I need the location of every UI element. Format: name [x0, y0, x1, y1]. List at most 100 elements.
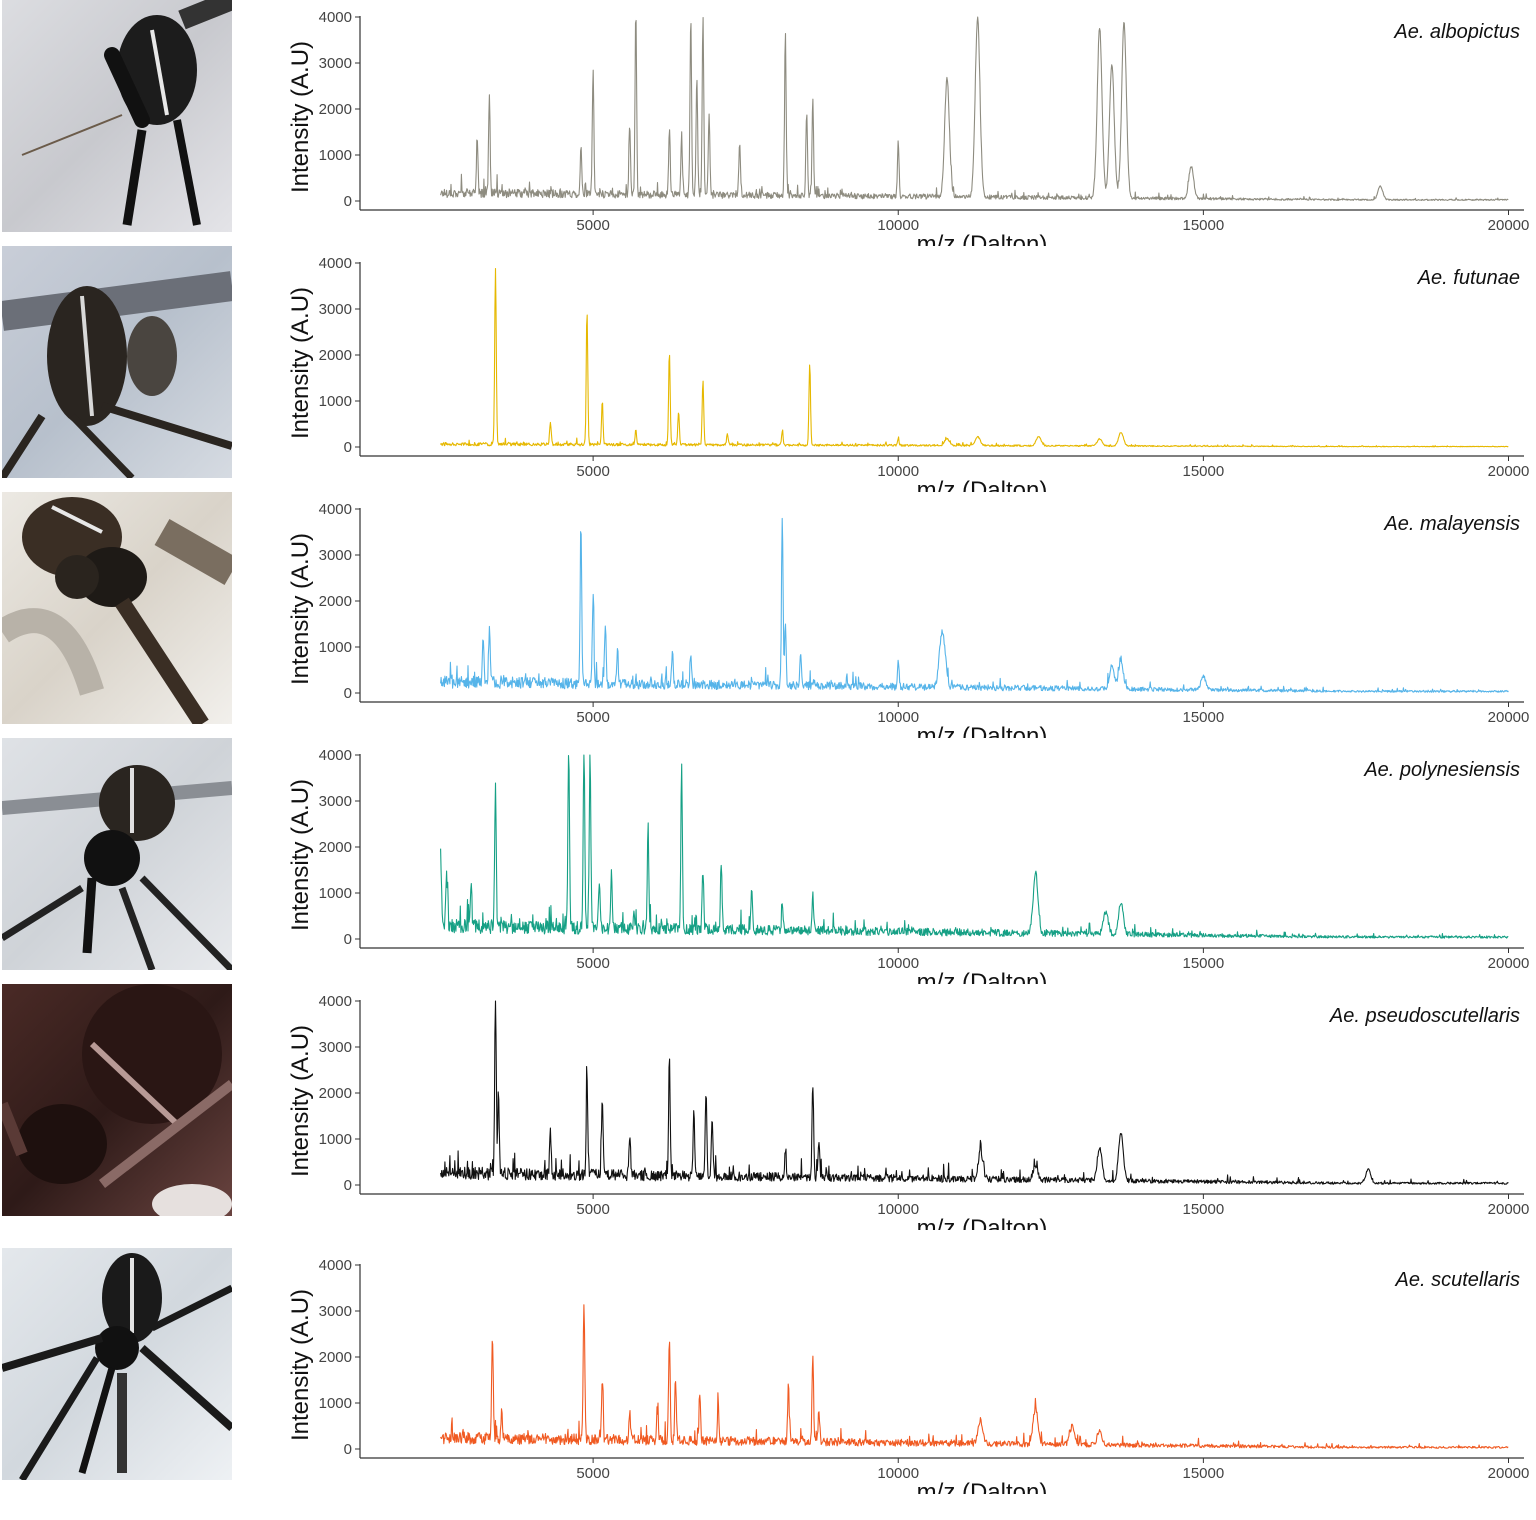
species-label: Ae. scutellaris [1395, 1269, 1521, 1291]
y-tick-label: 1000 [319, 1395, 352, 1412]
x-tick-label: 20000 [1488, 955, 1530, 972]
x-axis-label: m/z (Dalton) [917, 477, 1048, 492]
x-tick-label: 5000 [576, 217, 609, 234]
y-tick-label: 0 [344, 193, 352, 210]
x-axis-label: m/z (Dalton) [917, 1479, 1048, 1494]
y-tick-label: 0 [344, 439, 352, 456]
mosquito-illustration [2, 271, 232, 478]
mosquito-illustration [2, 984, 232, 1216]
y-tick-label: 4000 [319, 1257, 352, 1274]
y-tick-label: 1000 [319, 639, 352, 656]
mosquito-illustration [2, 765, 232, 970]
spectrum-chart: 0 1000 2000 3000 4000 5000 10000 15000 20000 m/z … [287, 255, 1530, 492]
x-tick-label: 10000 [877, 955, 919, 972]
y-tick-label: 1000 [319, 1131, 352, 1148]
x-axis-label: m/z (Dalton) [917, 723, 1048, 738]
spectrum-line [440, 517, 1509, 693]
y-tick-label: 4000 [319, 747, 352, 764]
y-tick-label: 2000 [319, 839, 352, 856]
x-tick-label: 5000 [576, 1465, 609, 1482]
x-axis-label: m/z (Dalton) [917, 969, 1048, 984]
x-tick-label: 15000 [1183, 709, 1225, 726]
spectrum-chart: 0 1000 2000 3000 4000 5000 10000 15000 20000 m/z … [287, 1257, 1530, 1494]
x-tick-label: 15000 [1183, 955, 1225, 972]
x-tick-label: 5000 [576, 1201, 609, 1218]
x-tick-label: 20000 [1488, 709, 1530, 726]
mosquito-illustration [2, 1253, 232, 1480]
y-axis-label: Intensity (A.U) [287, 779, 314, 931]
y-tick-label: 0 [344, 931, 352, 948]
x-tick-label: 10000 [877, 463, 919, 480]
y-axis-label: Intensity (A.U) [287, 533, 314, 685]
y-tick-label: 2000 [319, 593, 352, 610]
mosquito-illustration [21, 0, 232, 226]
y-tick-label: 3000 [319, 547, 352, 564]
spectrum-row: 0 1000 2000 3000 4000 5000 10000 15000 20000 m/z … [0, 492, 1536, 738]
species-label: Ae. malayensis [1383, 513, 1520, 535]
spectrum-chart: 0 1000 2000 3000 4000 5000 10000 15000 20000 m/z … [287, 501, 1530, 738]
x-tick-label: 10000 [877, 1201, 919, 1218]
spectrum-chart: 0 1000 2000 3000 4000 5000 10000 15000 20000 m/z … [287, 747, 1530, 984]
x-tick-label: 15000 [1183, 463, 1225, 480]
spectrum-chart: 0 1000 2000 3000 4000 5000 10000 15000 20000 m/z … [287, 993, 1530, 1230]
x-tick-label: 10000 [877, 709, 919, 726]
spectrum-row: 0 1000 2000 3000 4000 5000 10000 15000 20000 m/z … [0, 984, 1536, 1230]
x-axis-label: m/z (Dalton) [917, 1215, 1048, 1230]
x-tick-label: 20000 [1488, 1201, 1530, 1218]
y-axis-label: Intensity (A.U) [287, 287, 314, 439]
species-label: Ae. polynesiensis [1363, 759, 1520, 781]
y-tick-label: 0 [344, 685, 352, 702]
y-tick-label: 4000 [319, 501, 352, 518]
x-tick-label: 15000 [1183, 217, 1225, 234]
mosquito-photo [2, 738, 232, 970]
x-tick-label: 5000 [576, 463, 609, 480]
x-tick-label: 20000 [1488, 217, 1530, 234]
spectrum-line [440, 1000, 1509, 1185]
y-tick-label: 4000 [319, 9, 352, 26]
y-axis-label: Intensity (A.U) [287, 1289, 314, 1441]
mosquito-photo [2, 1248, 232, 1480]
mosquito-illustration [2, 497, 232, 724]
mosquito-photo [2, 246, 232, 478]
mosquito-photo [2, 492, 232, 724]
y-tick-label: 4000 [319, 255, 352, 272]
species-label: Ae. pseudoscutellaris [1329, 1005, 1520, 1027]
x-tick-label: 5000 [576, 709, 609, 726]
spectrum-line [440, 16, 1509, 202]
spectrum-line [440, 1304, 1509, 1449]
x-tick-label: 10000 [877, 217, 919, 234]
y-tick-label: 3000 [319, 793, 352, 810]
mosquito-photo [2, 984, 232, 1216]
x-tick-label: 20000 [1488, 463, 1530, 480]
x-tick-label: 5000 [576, 955, 609, 972]
y-tick-label: 2000 [319, 1349, 352, 1366]
y-tick-label: 0 [344, 1177, 352, 1194]
y-tick-label: 3000 [319, 55, 352, 72]
x-tick-label: 15000 [1183, 1201, 1225, 1218]
x-tick-label: 20000 [1488, 1465, 1530, 1482]
y-tick-label: 3000 [319, 1039, 352, 1056]
species-label: Ae. albopictus [1393, 21, 1520, 43]
x-axis-label: m/z (Dalton) [917, 231, 1048, 246]
y-tick-label: 4000 [319, 993, 352, 1010]
y-tick-label: 2000 [319, 101, 352, 118]
y-tick-label: 3000 [319, 301, 352, 318]
y-axis-label: Intensity (A.U) [287, 1025, 314, 1177]
y-tick-label: 1000 [319, 393, 352, 410]
species-label: Ae. futunae [1417, 267, 1520, 289]
y-axis-label: Intensity (A.U) [287, 41, 314, 193]
y-tick-label: 3000 [319, 1303, 352, 1320]
spectrum-chart: 0 1000 2000 3000 4000 5000 10000 15000 20000 m/z … [287, 9, 1530, 246]
spectrum-row: 0 1000 2000 3000 4000 5000 10000 15000 20000 m/z … [0, 0, 1536, 246]
y-tick-label: 1000 [319, 147, 352, 164]
x-tick-label: 15000 [1183, 1465, 1225, 1482]
spectrum-row: 0 1000 2000 3000 4000 5000 10000 15000 20000 m/z … [0, 738, 1536, 984]
y-tick-label: 1000 [319, 885, 352, 902]
y-tick-label: 2000 [319, 347, 352, 364]
y-tick-label: 0 [344, 1441, 352, 1458]
spectrum-row: 0 1000 2000 3000 4000 5000 10000 15000 20000 m/z … [0, 246, 1536, 492]
y-tick-label: 2000 [319, 1085, 352, 1102]
x-tick-label: 10000 [877, 1465, 919, 1482]
spectrum-line [440, 267, 1509, 448]
mosquito-photo [2, 0, 232, 232]
